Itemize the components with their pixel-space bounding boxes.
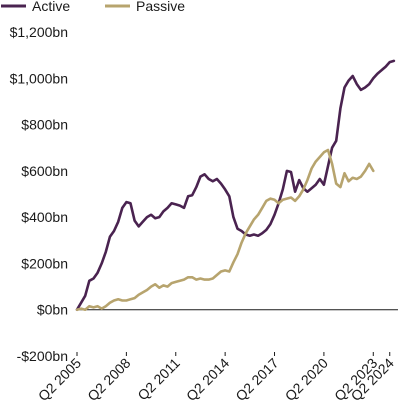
series-line-passive — [75, 148, 375, 312]
x-tick-label: Q2 2020 — [282, 355, 331, 404]
y-tick-label: $800bn — [21, 117, 68, 133]
legend: Active Passive — [1, 0, 185, 14]
y-tick-label: $1,200bn — [10, 24, 68, 40]
series-lines — [75, 59, 396, 312]
x-axis-ticks: Q2 2005 Q2 2008 Q2 2011 Q2 2014 Q2 2017 Q2 20… — [35, 352, 397, 404]
x-tick-label: Q2 2014 — [183, 355, 232, 404]
y-axis-tick-labels: $1,200bn $1,000bn $800bn $600bn $400bn $200bn… — [10, 24, 68, 364]
series-line-active — [75, 59, 396, 312]
y-tick-label: $0bn — [37, 302, 68, 318]
y-tick-label: -$200bn — [17, 348, 68, 364]
legend-label-passive: Passive — [136, 0, 185, 14]
x-tick-label: Q2 2008 — [84, 355, 133, 404]
x-tick-label: Q2 2017 — [232, 355, 281, 404]
y-tick-label: $400bn — [21, 209, 68, 225]
x-tick-label: Q2 2011 — [134, 355, 183, 404]
y-tick-label: $1,000bn — [10, 70, 68, 86]
y-tick-label: $200bn — [21, 255, 68, 271]
legend-label-active: Active — [32, 0, 70, 14]
y-tick-label: $600bn — [21, 163, 68, 179]
